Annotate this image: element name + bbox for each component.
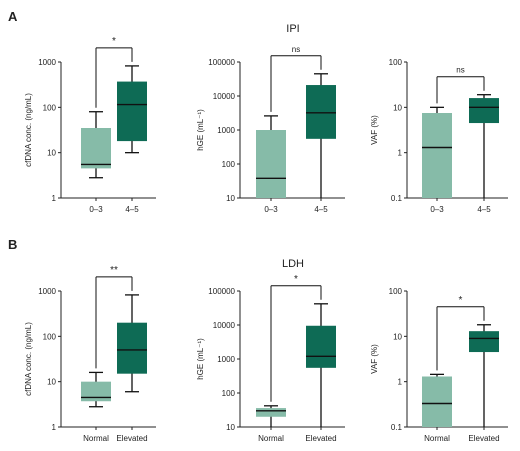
- box-iqr: [422, 376, 452, 427]
- significance-label: **: [110, 265, 118, 276]
- x-tick-label: 4–5: [477, 205, 491, 214]
- y-tick-label: 1000: [217, 355, 235, 364]
- chart-a-3: 0.1 1 10 100 VAF (%) 0–3 4–5 ns: [370, 58, 508, 214]
- y-tick-label: 100000: [208, 58, 235, 67]
- y-tick-label: 1: [398, 149, 403, 158]
- y-axis-label: hGE (mL⁻¹): [196, 338, 205, 380]
- box-iqr: [469, 98, 499, 124]
- box-iqr: [306, 325, 336, 368]
- box-iqr: [81, 381, 111, 402]
- significance-bracket: *: [436, 295, 485, 371]
- box-iqr: [469, 331, 499, 353]
- y-axis-label: cfDNA conc. (ng/mL): [24, 93, 33, 167]
- box-iqr: [306, 85, 336, 139]
- y-tick-label: 100: [222, 160, 236, 169]
- y-tick-label: 0.1: [391, 194, 403, 203]
- box-2: 4–5: [469, 94, 499, 214]
- y-tick-label: 10: [226, 194, 235, 203]
- y-axis-label: VAF (%): [370, 344, 379, 374]
- box-iqr: [81, 128, 111, 169]
- x-tick-label: 4–5: [125, 205, 139, 214]
- x-tick-label: 0–3: [430, 205, 444, 214]
- x-tick-label: Normal: [83, 434, 109, 443]
- y-tick-label: 1: [52, 423, 57, 432]
- x-tick-label: Elevated: [116, 434, 147, 443]
- box-iqr: [256, 408, 286, 417]
- significance-label: *: [294, 274, 298, 285]
- y-tick-label: 10: [393, 332, 402, 341]
- box-1: Normal: [81, 371, 111, 443]
- box-1: 0–3: [81, 111, 111, 214]
- y-tick-label: 10: [226, 423, 235, 432]
- chart-a-2: 10 100 1000 10000 100000 hGE (mL⁻¹) 0–3 4–5 ns: [196, 45, 345, 214]
- group-title: LDH: [282, 258, 304, 270]
- x-tick-label: 0–3: [264, 205, 278, 214]
- y-tick-label: 100: [43, 103, 57, 112]
- box-2: Elevated: [116, 294, 148, 443]
- y-tick-label: 100: [43, 332, 57, 341]
- box-iqr: [256, 130, 286, 198]
- y-tick-label: 0.1: [391, 423, 403, 432]
- significance-label: ns: [292, 45, 300, 54]
- chart-b-2: 10 100 1000 10000 100000 hGE (mL⁻¹) Normal Elev…: [196, 274, 345, 443]
- significance-bracket: ns: [270, 45, 322, 112]
- y-tick-label: 1: [52, 194, 57, 203]
- y-tick-label: 100: [222, 389, 236, 398]
- box-iqr: [422, 112, 452, 198]
- y-axis-label: hGE (mL⁻¹): [196, 109, 205, 151]
- group-title: IPI: [286, 23, 299, 35]
- box-1: 0–3: [422, 106, 452, 214]
- x-tick-label: Elevated: [305, 434, 336, 443]
- y-tick-label: 1000: [38, 58, 56, 67]
- chart-b-1: B LDH 1 10 100 1000 cfDNA conc. (ng/mL) Normal E…: [8, 237, 304, 443]
- y-tick-label: 100: [389, 58, 403, 67]
- x-tick-label: Normal: [258, 434, 284, 443]
- significance-label: ns: [456, 66, 464, 75]
- box-2: 4–5: [117, 65, 147, 214]
- box-2: Elevated: [468, 324, 500, 443]
- y-tick-label: 100000: [208, 287, 235, 296]
- panel-label: A: [8, 9, 18, 24]
- panel-label: B: [8, 237, 17, 252]
- chart-b-3: 0.1 1 10 100 VAF (%) Normal Elevated *: [370, 287, 508, 443]
- y-axis-label: cfDNA conc. (ng/mL): [24, 322, 33, 396]
- box-2: 4–5: [306, 73, 336, 214]
- y-tick-label: 100: [389, 287, 403, 296]
- box-iqr: [117, 322, 147, 374]
- significance-label: *: [459, 295, 463, 306]
- chart-a-1: A IPI 1 10 100 1000 cfDNA conc. (ng/mL) 0–3 4–5 *: [8, 9, 300, 214]
- box-1: Normal: [422, 373, 452, 443]
- significance-bracket: *: [270, 274, 322, 402]
- significance-bracket: ns: [436, 66, 485, 104]
- box-1: Normal: [256, 405, 286, 443]
- y-tick-label: 10: [47, 378, 56, 387]
- box-2: Elevated: [305, 303, 337, 443]
- x-tick-label: Elevated: [468, 434, 499, 443]
- y-tick-label: 1000: [38, 287, 56, 296]
- y-tick-label: 10000: [213, 92, 236, 101]
- box-iqr: [117, 81, 147, 142]
- y-tick-label: 1: [398, 378, 403, 387]
- x-tick-label: Normal: [424, 434, 450, 443]
- significance-bracket: **: [95, 265, 133, 369]
- y-tick-label: 10: [47, 149, 56, 158]
- y-axis-label: VAF (%): [370, 115, 379, 145]
- y-tick-label: 10000: [213, 321, 236, 330]
- y-tick-label: 1000: [217, 126, 235, 135]
- x-tick-label: 0–3: [89, 205, 103, 214]
- x-tick-label: 4–5: [314, 205, 328, 214]
- box-1: 0–3: [256, 115, 286, 214]
- significance-bracket: *: [95, 36, 133, 108]
- y-tick-label: 10: [393, 103, 402, 112]
- plots: A IPI 1 10 100 1000 cfDNA conc. (ng/mL) 0–3 4–5 *…: [8, 9, 508, 443]
- significance-label: *: [112, 36, 116, 47]
